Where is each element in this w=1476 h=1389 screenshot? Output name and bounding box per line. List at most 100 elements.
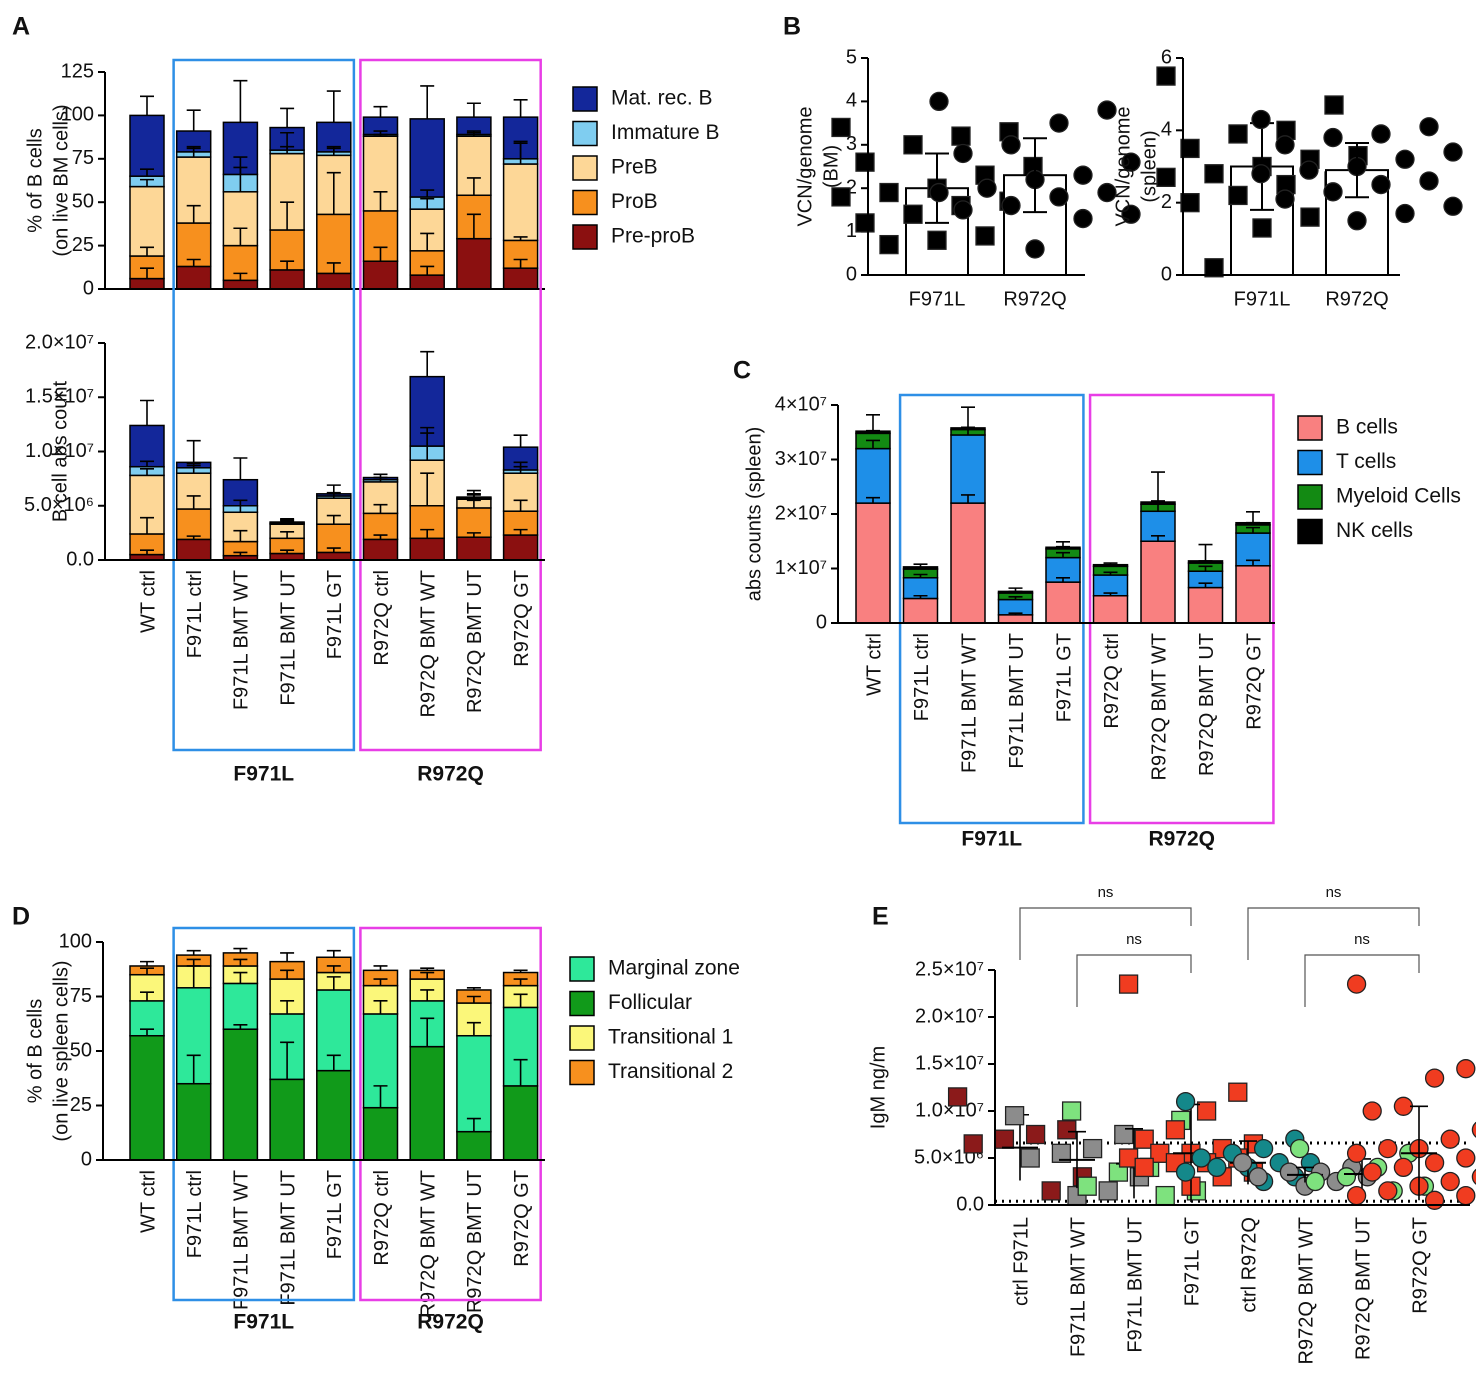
error-bar bbox=[1008, 612, 1023, 615]
y-tick-label: 0.0 bbox=[66, 548, 94, 570]
legend-label: Mat. rec. B bbox=[611, 87, 713, 110]
bar-segment bbox=[129, 1034, 165, 1161]
y-tick-label: 1×10⁷ bbox=[775, 557, 827, 579]
error-bar bbox=[961, 494, 975, 504]
bar-segment bbox=[456, 237, 492, 290]
bar-segment bbox=[222, 982, 259, 1030]
error-bar bbox=[373, 473, 388, 478]
error-bar bbox=[466, 1117, 481, 1132]
y-tick-label: 1.0×10⁷ bbox=[25, 440, 94, 462]
x-tick-label: F971L BMT UT bbox=[277, 1170, 299, 1306]
data-point bbox=[1443, 196, 1463, 216]
bar-segment bbox=[362, 260, 399, 290]
x-tick-label: F971L BMT WT bbox=[231, 570, 253, 710]
error-bar bbox=[373, 503, 388, 514]
error-bar bbox=[1068, 1130, 1086, 1189]
bar-segment bbox=[175, 538, 212, 561]
error-bar bbox=[186, 109, 201, 132]
legend-swatch bbox=[1297, 415, 1323, 441]
y-tick-label: 50 bbox=[72, 190, 94, 212]
data-point bbox=[1077, 1176, 1097, 1196]
bar-segment bbox=[316, 272, 352, 290]
bar-segment bbox=[997, 614, 1034, 624]
error-bar bbox=[233, 156, 248, 175]
error-bar bbox=[1296, 1166, 1314, 1183]
data-point bbox=[1228, 1082, 1248, 1102]
x-tick-label: F971L GT bbox=[324, 1170, 346, 1259]
data-point bbox=[903, 204, 923, 224]
y-tick-label: 2 bbox=[1161, 191, 1172, 213]
error-bar bbox=[1056, 576, 1070, 583]
error-bar bbox=[326, 484, 341, 494]
data-point bbox=[929, 91, 949, 112]
comparison-bracket bbox=[1019, 907, 1192, 960]
x-tick-label: R972Q BMT WT bbox=[1148, 633, 1170, 780]
data-point bbox=[1395, 203, 1415, 224]
x-tick-label: R972Q ctrl bbox=[371, 570, 393, 666]
bar-segment bbox=[456, 536, 492, 561]
data-point bbox=[831, 117, 851, 138]
error-bar bbox=[326, 262, 341, 274]
error-bar bbox=[140, 468, 154, 476]
data-point bbox=[1378, 1138, 1398, 1159]
error-bar bbox=[373, 130, 388, 135]
bar-segment bbox=[502, 267, 539, 290]
x-tick-label: F971L BMT UT bbox=[1124, 1217, 1146, 1353]
data-point bbox=[1347, 211, 1367, 231]
y-axis-label: IgM ng/m bbox=[867, 1046, 889, 1129]
error-bar bbox=[233, 457, 248, 480]
legend-swatch bbox=[572, 155, 598, 181]
error-bar bbox=[140, 168, 154, 177]
x-tick-label: R972Q BMT UT bbox=[464, 1170, 486, 1313]
error-bar bbox=[466, 130, 481, 135]
data-point bbox=[1346, 1143, 1367, 1163]
x-tick-label: R972Q BMT UT bbox=[464, 570, 486, 713]
error-bar bbox=[513, 993, 528, 1008]
legend-label: Pre-proB bbox=[611, 225, 695, 248]
data-point bbox=[927, 230, 947, 250]
group-box bbox=[172, 926, 356, 1302]
data-point bbox=[1324, 95, 1344, 115]
error-bar bbox=[420, 472, 435, 506]
error-bar bbox=[1246, 511, 1260, 523]
legend-label: Follicular bbox=[608, 991, 692, 1014]
y-axis-label: VCN/genome bbox=[794, 106, 816, 226]
data-point bbox=[1393, 1096, 1414, 1116]
error-bar bbox=[466, 102, 481, 118]
error-bar bbox=[140, 246, 154, 257]
error-bar bbox=[140, 399, 154, 426]
x-tick-label: ctrl F971L bbox=[1010, 1217, 1032, 1306]
bar-segment bbox=[175, 265, 212, 290]
group-box bbox=[172, 58, 356, 752]
data-point bbox=[947, 1087, 968, 1107]
group-label: R972Q bbox=[417, 1311, 484, 1334]
legend-swatch bbox=[1297, 449, 1323, 476]
x-tick-label: F971L BMT WT bbox=[1067, 1217, 1089, 1357]
data-point bbox=[953, 143, 973, 164]
error-bar bbox=[513, 969, 528, 973]
data-point bbox=[1204, 258, 1224, 278]
error-bar bbox=[513, 528, 528, 536]
bar-segment bbox=[1140, 540, 1176, 624]
bar-segment bbox=[269, 1078, 305, 1161]
data-point bbox=[1323, 127, 1343, 148]
bar-segment bbox=[1187, 586, 1224, 624]
error-bar bbox=[866, 414, 880, 432]
bar-segment bbox=[269, 229, 305, 271]
x-tick-label: F971L BMT UT bbox=[277, 570, 299, 706]
error-bar bbox=[280, 952, 295, 962]
error-bar bbox=[280, 549, 295, 554]
data-point bbox=[1165, 1120, 1186, 1140]
error-bar bbox=[513, 258, 528, 269]
bar-segment bbox=[409, 118, 445, 198]
error-bar bbox=[373, 190, 388, 211]
error-bar bbox=[140, 460, 154, 467]
error-bar bbox=[233, 947, 248, 953]
data-point bbox=[831, 187, 851, 207]
data-point bbox=[1371, 124, 1391, 144]
group-label: F971L bbox=[233, 1311, 294, 1334]
y-axis-label: B cell abs count bbox=[49, 380, 71, 522]
legend-swatch bbox=[569, 990, 595, 1017]
y-tick-label: 2.0×10⁷ bbox=[25, 331, 94, 353]
data-point bbox=[1323, 182, 1343, 202]
